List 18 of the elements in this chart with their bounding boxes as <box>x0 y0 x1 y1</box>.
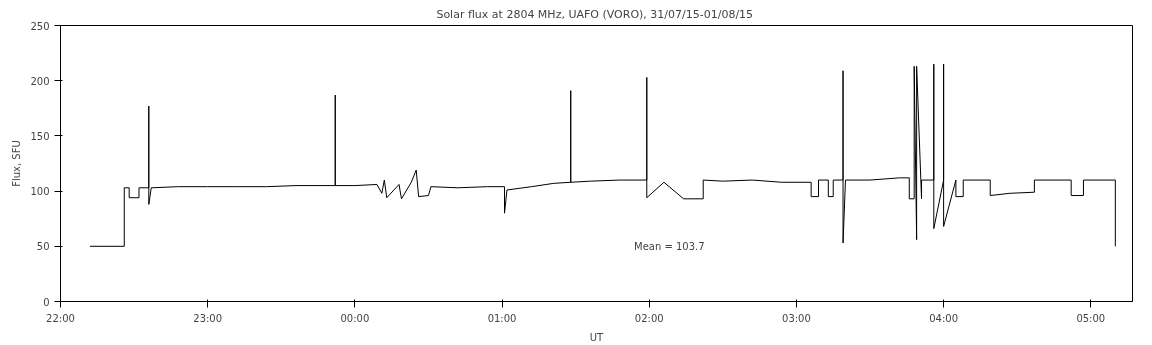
y-tick-label: 0 <box>43 296 50 308</box>
x-tick-label: 01:00 <box>487 312 517 324</box>
y-axis-title: Flux, SFU <box>11 140 23 187</box>
x-tick-label: 04:00 <box>929 312 959 324</box>
x-tick-label: 05:00 <box>1076 312 1106 324</box>
y-tick-label: 150 <box>30 130 50 142</box>
x-tick-label: 22:00 <box>46 312 75 324</box>
x-tick-label: 00:00 <box>340 312 370 324</box>
y-tick-label: 100 <box>30 186 50 198</box>
x-tick-label: 02:00 <box>634 312 664 324</box>
x-tick-label: 23:00 <box>193 312 223 324</box>
y-tick-label: 50 <box>36 241 50 253</box>
x-axis-title: UT <box>589 331 605 343</box>
annotation: Mean = 103.7 <box>634 240 705 252</box>
chart-title: Solar flux at 2804 MHz, UAFO (VORO), 31/07/15-01/08/15 <box>436 7 754 21</box>
y-tick-label: 250 <box>30 20 50 32</box>
y-tick-label: 200 <box>30 75 50 87</box>
x-tick-label: 03:00 <box>782 312 811 324</box>
